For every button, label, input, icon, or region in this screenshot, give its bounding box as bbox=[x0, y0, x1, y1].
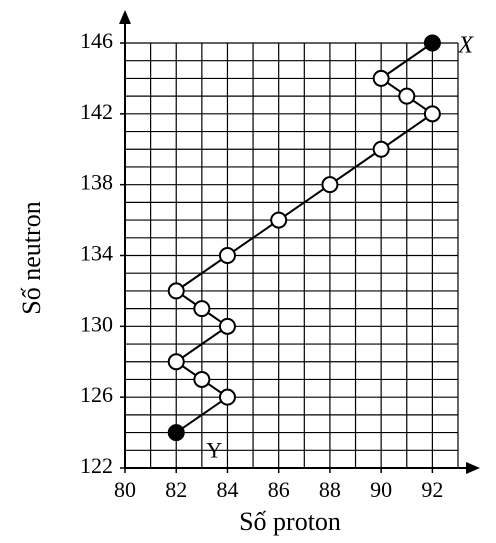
point-marker bbox=[193, 370, 211, 388]
x-tick-label: 86 bbox=[268, 477, 290, 502]
point-annotation: X bbox=[457, 33, 474, 59]
point-marker bbox=[423, 34, 441, 52]
x-tick-label: 90 bbox=[370, 477, 392, 502]
x-tick-label: 92 bbox=[421, 477, 443, 502]
y-tick-label: 134 bbox=[80, 241, 113, 266]
y-axis-label: Số neutron bbox=[17, 201, 46, 314]
point-marker bbox=[398, 87, 416, 105]
x-tick-label: 88 bbox=[319, 477, 341, 502]
point-marker bbox=[193, 300, 211, 318]
point-marker bbox=[167, 282, 185, 300]
point-annotation: Y bbox=[206, 438, 222, 463]
point-marker bbox=[218, 388, 236, 406]
point-marker bbox=[423, 105, 441, 123]
x-axis-arrow bbox=[466, 462, 480, 474]
y-tick-label: 122 bbox=[80, 453, 113, 478]
point-marker bbox=[167, 424, 185, 442]
x-tick-label: 84 bbox=[216, 477, 238, 502]
point-marker bbox=[218, 317, 236, 335]
point-marker bbox=[321, 176, 339, 194]
y-tick-label: 138 bbox=[80, 170, 113, 195]
point-marker bbox=[167, 353, 185, 371]
x-tick-label: 80 bbox=[114, 477, 136, 502]
x-axis-label: Số proton bbox=[239, 507, 341, 536]
point-marker bbox=[218, 247, 236, 264]
point-marker bbox=[270, 211, 288, 229]
y-tick-label: 146 bbox=[80, 28, 113, 53]
point-marker bbox=[372, 69, 390, 87]
y-tick-label: 126 bbox=[80, 382, 113, 407]
y-axis-arrow bbox=[119, 10, 131, 24]
point-marker bbox=[372, 140, 390, 158]
x-tick-label: 82 bbox=[165, 477, 187, 502]
y-tick-label: 142 bbox=[80, 99, 113, 124]
y-tick-label: 130 bbox=[80, 311, 113, 336]
